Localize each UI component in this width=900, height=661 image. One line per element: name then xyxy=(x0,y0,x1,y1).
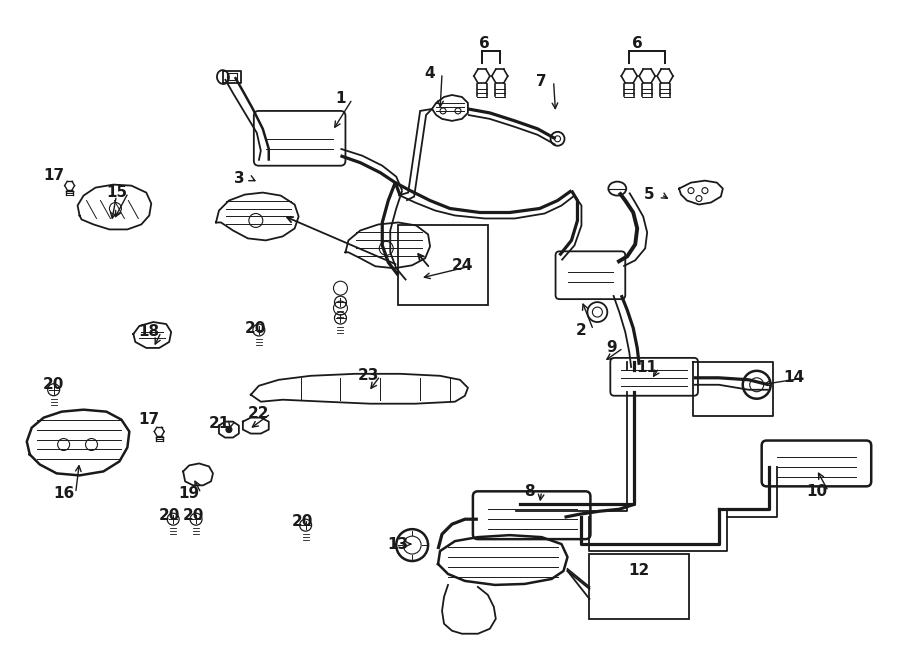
Text: 19: 19 xyxy=(178,486,200,501)
Bar xyxy=(398,225,488,305)
Text: 15: 15 xyxy=(106,185,127,200)
Text: 17: 17 xyxy=(139,412,160,427)
Text: 6: 6 xyxy=(480,36,491,51)
Text: 14: 14 xyxy=(783,370,804,385)
Text: 22: 22 xyxy=(248,406,270,421)
Text: 20: 20 xyxy=(183,508,203,523)
Text: 9: 9 xyxy=(606,340,616,356)
Text: 20: 20 xyxy=(245,321,266,336)
Text: 7: 7 xyxy=(536,73,547,89)
Bar xyxy=(590,554,689,619)
Text: 10: 10 xyxy=(806,484,827,499)
Circle shape xyxy=(226,426,232,432)
Text: 20: 20 xyxy=(43,377,65,392)
Text: 21: 21 xyxy=(208,416,230,431)
Text: 16: 16 xyxy=(53,486,75,501)
Text: 6: 6 xyxy=(632,36,643,51)
Text: 17: 17 xyxy=(43,168,64,183)
Text: 20: 20 xyxy=(292,514,313,529)
Text: 5: 5 xyxy=(644,187,654,202)
Text: 4: 4 xyxy=(425,65,436,81)
Text: 3: 3 xyxy=(234,171,244,186)
Text: 12: 12 xyxy=(628,563,650,578)
Text: 18: 18 xyxy=(139,325,160,340)
Text: 2: 2 xyxy=(576,323,587,338)
Text: 1: 1 xyxy=(335,91,346,106)
Text: 8: 8 xyxy=(525,484,535,499)
Text: 20: 20 xyxy=(158,508,180,523)
Text: 23: 23 xyxy=(357,368,379,383)
Text: 13: 13 xyxy=(388,537,409,551)
Text: 11: 11 xyxy=(636,360,658,375)
Text: 24: 24 xyxy=(451,258,472,273)
